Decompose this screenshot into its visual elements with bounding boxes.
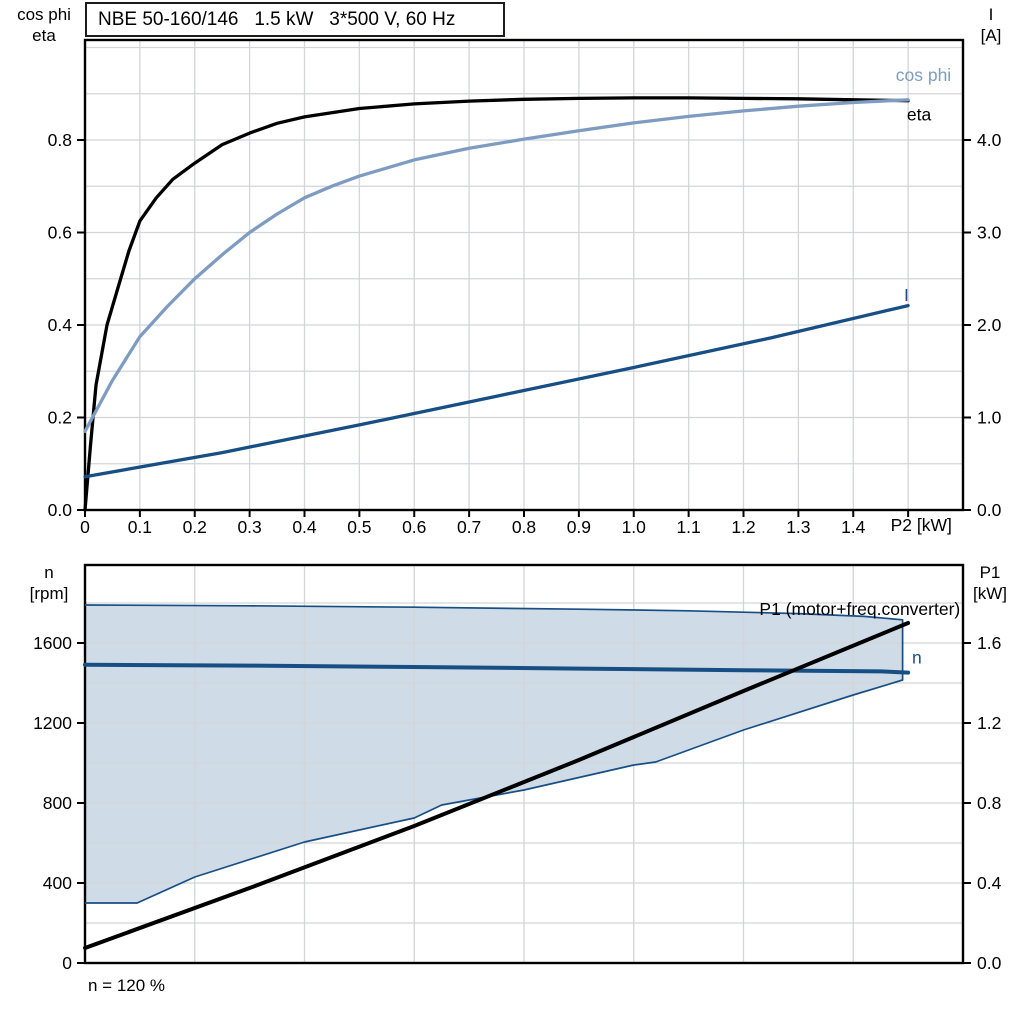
x-tick-label: 1.1 [676,517,700,537]
label-eta: eta [907,105,932,125]
y-left-tick-label: 800 [43,793,72,813]
x-tick-label: 0.3 [237,517,261,537]
y-right-tick-label: 3.0 [977,222,1002,242]
gridlines-1 [85,565,963,963]
label-n: n [912,648,922,668]
y-left-tick-label: 1600 [33,633,72,653]
y-right-tick-label: 2.0 [977,315,1002,335]
axis-ticks-0: 0 0.1 0.2 0.3 0.4 0.5 0.6 0.7 0.8 0.9 1.0 1.1 1.2 1.3… [48,130,1002,537]
curve-eta [83,96,910,512]
x-tick-label: 1.4 [841,517,866,537]
speed-operating-region-fill [85,605,903,903]
y-right-tick-label: 1.0 [977,407,1002,427]
chart-0: 0 0.1 0.2 0.3 0.4 0.5 0.6 0.7 0.8 0.9 1.0 1.1 1.2 1.3… [48,38,1002,537]
y-left-tick-label: 0.0 [48,500,73,520]
y-right-tick-label: 0.8 [977,793,1001,813]
y-right-tick-label: 1.2 [977,713,1001,733]
y-left-tick-label: 0.6 [48,222,72,242]
gridlines-0 [85,40,963,510]
y-right-tick-label: 4.0 [977,130,1002,150]
curve-cos-phi [83,98,910,434]
current-axis-symbol: I [988,5,994,24]
top-left-axis-label: cos phi eta [6,4,82,46]
y-left-tick-label: 0.8 [48,130,72,150]
x-tick-label: 0.9 [567,517,591,537]
speed-axis-label: n [rpm] [13,562,85,604]
axis-ticks-1: 0 400 800 1200 1600 0.0 0.4 0.8 1.2 1.6 [33,633,1002,973]
y-right-tick-label: 1.6 [977,633,1001,653]
power-axis-label: P1 [kW] [960,562,1020,604]
chart-1: 0 400 800 1200 1600 0.0 0.4 0.8 1.2 1.6 P1 (motor+… [33,563,1002,973]
x-tick-label: 0.7 [457,517,481,537]
label-p2-kw-: P2 [kW] [891,515,952,535]
x-tick-label: 0.4 [292,517,317,537]
x-tick-label: 0.1 [128,517,152,537]
x-tick-label: 0.6 [402,517,426,537]
current-axis-unit: [A] [980,26,1002,45]
pump-title-box: NBE 50-160/146 1.5 kW 3*500 V, 60 Hz [85,2,505,37]
x-tick-label: 0.5 [347,517,371,537]
x-tick-label: 1.0 [622,517,647,537]
plot-frame [83,563,965,965]
y-right-tick-label: 0.0 [977,500,1002,520]
label-i: I [904,285,909,305]
y-left-tick-label: 0 [62,953,72,973]
power-axis-unit: [kW] [973,584,1007,603]
y-left-tick-label: 0.2 [48,407,72,427]
curve-n [83,662,911,675]
x-tick-label: 1.2 [731,517,755,537]
x-tick-label: 0 [80,517,90,537]
eta-axis-label: eta [32,26,56,45]
y-left-tick-label: 1200 [33,713,72,733]
speed-operating-region-boundary [84,604,904,904]
power-axis-symbol: P1 [979,563,1001,582]
y-right-tick-label: 0.4 [977,873,1002,893]
cos-phi-axis-label: cos phi [17,5,71,24]
speed-axis-unit: [rpm] [29,584,69,603]
current-axis-label: I [A] [964,4,1018,46]
curve-p1-motor-freq-converter- [83,621,911,950]
pump-title: NBE 50-160/146 1.5 kW 3*500 V, 60 Hz [98,8,456,30]
y-right-tick-label: 0.0 [977,953,1002,973]
y-left-tick-label: 400 [43,873,72,893]
x-tick-label: 0.8 [512,517,536,537]
label-cos-phi: cos phi [896,65,951,85]
curve-i [83,303,910,479]
x-tick-label: 1.3 [786,517,810,537]
label-p1-motor-freq-converter-: P1 (motor+freq.converter) [759,599,960,619]
speed-axis-symbol: n [44,563,54,582]
x-tick-label: 0.2 [183,517,207,537]
y-left-tick-label: 0.4 [48,315,73,335]
speed-setting-note: n = 120 % [88,976,166,995]
